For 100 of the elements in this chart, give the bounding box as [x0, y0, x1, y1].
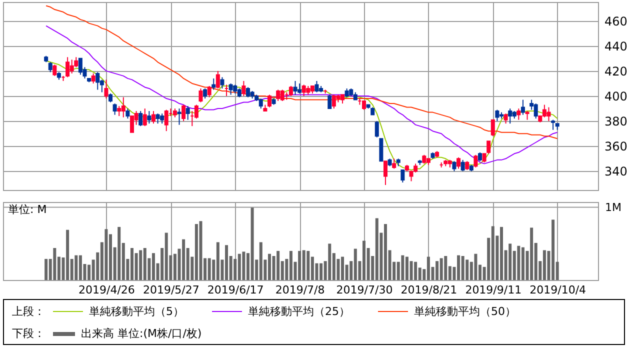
legend-label: 単純移動平均（5） — [89, 304, 184, 319]
candlestick — [328, 94, 332, 110]
bar — [74, 255, 78, 280]
legend-label: 単純移動平均（50） — [414, 304, 516, 319]
bar — [53, 248, 56, 280]
candlestick — [516, 108, 521, 120]
bar — [250, 207, 254, 280]
candlestick — [104, 79, 108, 100]
candlestick — [267, 94, 272, 108]
bar — [78, 255, 82, 280]
bar — [466, 260, 469, 280]
candlestick — [542, 104, 546, 118]
x-tick-label: 2019/4/26 — [78, 284, 135, 296]
legend-label: 出来高 単位:(M株/口/枚) — [81, 326, 202, 341]
x-tick-label: 2019/8/21 — [400, 284, 458, 296]
candlestick — [504, 113, 508, 124]
bar — [354, 248, 357, 280]
candlestick — [198, 88, 203, 103]
bar — [164, 232, 168, 280]
bar — [306, 250, 310, 280]
legend-label: 単純移動平均（25） — [248, 304, 350, 319]
x-tick-label: 2019/6/17 — [207, 284, 264, 296]
candlestick — [474, 154, 478, 168]
bar — [414, 262, 418, 280]
candlestick — [194, 104, 198, 120]
bar — [259, 242, 262, 280]
y-tick-label: 460 — [604, 14, 628, 28]
candlestick — [156, 113, 160, 124]
candlestick — [456, 156, 461, 170]
bar — [143, 248, 146, 280]
y-tick-label: 420 — [604, 64, 628, 78]
candlestick — [298, 82, 302, 94]
candlestick — [314, 80, 319, 93]
candlestick — [52, 64, 57, 76]
text: 1M — [605, 201, 622, 214]
line-series — [46, 25, 558, 164]
candlestick — [121, 96, 126, 118]
candlestick — [242, 80, 246, 96]
candlestick — [293, 80, 298, 96]
x-tick-label: 2019/7/8 — [275, 284, 325, 296]
candlestick — [460, 159, 465, 172]
bar — [104, 229, 108, 280]
bar — [444, 256, 448, 280]
candlestick — [383, 160, 388, 186]
candlestick — [207, 85, 212, 98]
candlestick — [117, 106, 122, 117]
candlestick — [216, 70, 220, 89]
candlestick — [490, 119, 495, 137]
bar — [375, 218, 378, 280]
candlestick — [142, 108, 147, 127]
candlestick — [151, 110, 156, 124]
candlestick — [546, 106, 551, 122]
candlestick — [164, 109, 168, 132]
candlestick — [91, 72, 96, 84]
bar — [242, 252, 246, 280]
annotation: 単位: M — [8, 202, 47, 217]
candlestick — [534, 103, 538, 120]
bar — [139, 250, 142, 280]
candlestick — [228, 82, 233, 96]
candlestick — [302, 84, 306, 96]
y-tick-label: 360 — [604, 140, 628, 154]
candlestick — [520, 99, 525, 116]
candlestick — [160, 113, 164, 124]
candlestick — [212, 78, 216, 90]
candlestick — [177, 108, 182, 126]
legend-title: 上段： — [12, 304, 45, 319]
bar — [426, 256, 430, 280]
bar — [194, 224, 198, 280]
candlestick — [400, 169, 405, 183]
bar — [517, 246, 520, 280]
candlestick — [138, 110, 143, 127]
candlestick — [96, 72, 100, 90]
y-tick-label: 380 — [604, 114, 628, 129]
bar — [461, 256, 464, 280]
bar — [474, 254, 478, 280]
candlestick — [280, 89, 284, 102]
bar — [182, 239, 186, 280]
y-tick-label: 440 — [604, 39, 628, 54]
candlestick — [452, 160, 456, 172]
candlestick — [182, 104, 186, 122]
bar — [238, 254, 241, 280]
candlestick — [78, 58, 82, 76]
x-tick-label: 2019/10/4 — [530, 284, 586, 296]
candlestick — [508, 108, 512, 124]
bar — [440, 258, 443, 280]
bar — [298, 250, 302, 280]
candlestick — [112, 103, 117, 116]
y-tick-label: 340 — [604, 164, 628, 179]
candlestick — [66, 56, 70, 78]
candlestick — [186, 106, 190, 120]
bar — [216, 242, 220, 280]
x-tick-label: 2019/9/11 — [465, 284, 522, 296]
candlestick — [379, 138, 384, 162]
x-tick-label: 2019/5/27 — [142, 284, 200, 296]
candlestick — [48, 62, 52, 73]
bar — [302, 250, 306, 280]
candlestick — [551, 119, 556, 130]
legend-title: 下段： — [12, 326, 45, 341]
line-series — [46, 5, 558, 140]
candlestick — [288, 85, 293, 96]
